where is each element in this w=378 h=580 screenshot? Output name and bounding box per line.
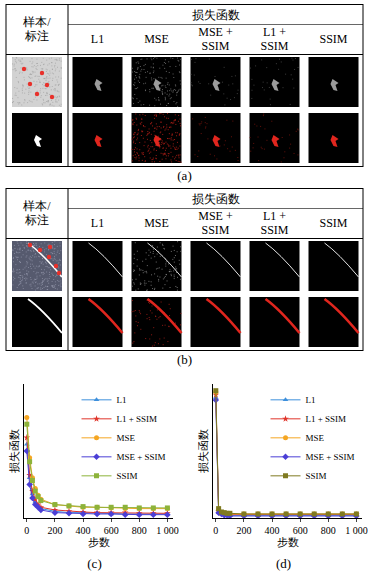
svg-text:800: 800 [132, 525, 147, 536]
svg-text:L1: L1 [91, 32, 104, 46]
svg-text:MSE +: MSE + [198, 25, 233, 39]
svg-text:L1: L1 [91, 216, 104, 230]
svg-text:损失函数: 损失函数 [192, 192, 240, 206]
svg-text:SSIM: SSIM [319, 216, 347, 230]
svg-text:SSIM: SSIM [260, 39, 288, 53]
svg-text:SSIM: SSIM [319, 32, 347, 46]
svg-text:0: 0 [213, 525, 218, 536]
svg-text:步数: 步数 [277, 536, 299, 548]
svg-text:MSE + SSIM: MSE + SSIM [117, 452, 166, 462]
svg-text:800: 800 [321, 525, 336, 536]
svg-text:步数: 步数 [88, 536, 110, 548]
svg-text:标注: 标注 [24, 213, 49, 227]
svg-text:MSE + SSIM: MSE + SSIM [306, 452, 355, 462]
svg-text:400: 400 [265, 525, 280, 536]
svg-text:L1: L1 [306, 395, 316, 405]
svg-text:L1 +: L1 + [263, 25, 286, 39]
svg-text:200: 200 [236, 525, 251, 536]
svg-text:SSIM: SSIM [201, 223, 229, 237]
svg-text:0: 0 [24, 525, 29, 536]
svg-text:SSIM: SSIM [306, 471, 327, 481]
svg-text:损失函数: 损失函数 [197, 429, 209, 473]
svg-text:(a): (a) [177, 168, 191, 183]
svg-text:SSIM: SSIM [260, 223, 288, 237]
svg-text:SSIM: SSIM [117, 471, 138, 481]
svg-text:1 000: 1 000 [345, 525, 368, 536]
svg-text:MSE +: MSE + [198, 209, 233, 223]
svg-text:L1 + SSIM: L1 + SSIM [117, 414, 158, 424]
svg-text:L1 + SSIM: L1 + SSIM [306, 414, 347, 424]
svg-text:MSE: MSE [117, 433, 136, 443]
svg-text:600: 600 [293, 525, 308, 536]
svg-text:损失函数: 损失函数 [8, 429, 20, 473]
svg-text:L1: L1 [117, 395, 127, 405]
svg-text:MSE: MSE [306, 433, 325, 443]
svg-text:标注: 标注 [24, 29, 49, 43]
svg-text:MSE: MSE [144, 32, 169, 46]
svg-text:(b): (b) [177, 352, 192, 367]
html-text:(c): (c) [87, 556, 102, 571]
svg-text:L1 +: L1 + [263, 209, 286, 223]
svg-text:1 000: 1 000 [156, 525, 179, 536]
svg-text:SSIM: SSIM [201, 39, 229, 53]
svg-text:400: 400 [76, 525, 91, 536]
svg-text:损失函数: 损失函数 [192, 8, 240, 22]
svg-text:MSE: MSE [144, 216, 169, 230]
svg-text:600: 600 [104, 525, 119, 536]
html-text:(d): (d) [275, 556, 292, 571]
svg-text:样本/: 样本/ [23, 199, 51, 213]
svg-text:200: 200 [47, 525, 62, 536]
svg-text:样本/: 样本/ [23, 15, 51, 29]
